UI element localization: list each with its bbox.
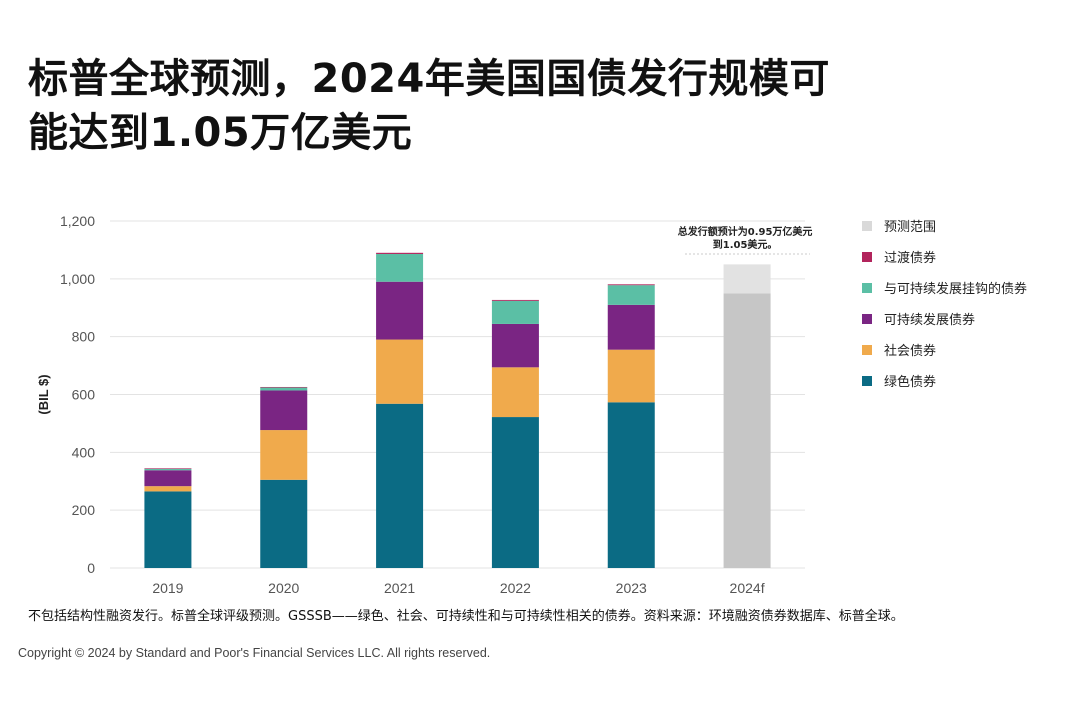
legend-label: 绿色债券 [884, 374, 936, 390]
title-line-2: 能达到1.05万亿美元 [28, 110, 413, 156]
bar-segment [376, 281, 424, 340]
bar-segment [260, 430, 308, 480]
legend-label: 可持续发展债券 [884, 312, 975, 328]
bar-segment [376, 252, 424, 254]
y-tick-label: 1,200 [60, 213, 95, 229]
bar-segment [144, 468, 192, 469]
legend-swatch [862, 252, 872, 262]
bar-segment [376, 403, 424, 568]
stacked-bar-chart: 0 200 400 600 800 1,000 1,200 (BIL $) 2019 2020 20… [36, 213, 1027, 596]
bar-segment [144, 486, 192, 492]
copyright-text: Copyright © 2024 by Standard and Poor's … [18, 646, 491, 660]
bar-segment [144, 491, 192, 568]
bar-segment [491, 300, 539, 324]
bar-segment [491, 417, 539, 568]
bar-segment [260, 387, 308, 391]
forecast-annotation-line-2: 到1.05美元。 [713, 238, 778, 251]
bar-segment [260, 386, 308, 388]
bar-segment [607, 285, 655, 305]
bar-segment [144, 468, 192, 471]
y-tick-label: 400 [72, 444, 96, 460]
bar-segment [607, 402, 655, 568]
bar-segment [607, 304, 655, 350]
legend-label: 过渡债券 [884, 250, 936, 266]
legend-swatch [862, 314, 872, 324]
legend-swatch [862, 283, 872, 293]
forecast-range-bar [723, 264, 771, 294]
y-tick-label: 1,000 [60, 271, 95, 287]
x-tick-label: 2023 [616, 580, 647, 596]
bar-segment [260, 390, 308, 431]
bar-segment [260, 479, 308, 568]
bar-segment [144, 470, 192, 487]
bar-segment [376, 339, 424, 404]
legend-label: 社会债券 [884, 343, 936, 359]
x-tick-label: 2020 [268, 580, 299, 596]
legend-swatch [862, 376, 872, 386]
bar-segment [491, 299, 539, 301]
legend-swatch [862, 345, 872, 355]
x-tick-label: 2019 [152, 580, 183, 596]
bar-segment [491, 323, 539, 368]
forecast-bar-base [723, 293, 771, 568]
y-tick-label: 0 [87, 560, 95, 576]
chart-title: 标普全球预测，2024年美国国债发行规模可 能达到1.05万亿美元 [28, 52, 1048, 160]
y-tick-label: 200 [72, 502, 96, 518]
title-line-1: 标普全球预测，2024年美国国债发行规模可 [28, 56, 830, 102]
bar-segment [376, 253, 424, 282]
bar-segment [607, 349, 655, 403]
bar-segment [491, 367, 539, 418]
y-axis-label: (BIL $) [36, 374, 51, 414]
x-tick-label: 2021 [384, 580, 415, 596]
x-tick-label: 2024f [730, 580, 765, 596]
x-tick-label: 2022 [500, 580, 531, 596]
legend-label: 预测范围 [884, 220, 936, 235]
legend-label: 与可持续发展挂钩的债券 [884, 281, 1027, 297]
legend-swatch [862, 221, 872, 231]
bar-segment [607, 284, 655, 286]
y-tick-label: 600 [72, 387, 96, 403]
footnote: 不包括结构性融资发行。标普全球评级预测。GSSSB——绿色、社会、可持续性和与可… [28, 609, 904, 624]
forecast-annotation-line-1: 总发行额预计为0.95万亿美元 [678, 225, 813, 238]
y-tick-label: 800 [72, 329, 96, 345]
